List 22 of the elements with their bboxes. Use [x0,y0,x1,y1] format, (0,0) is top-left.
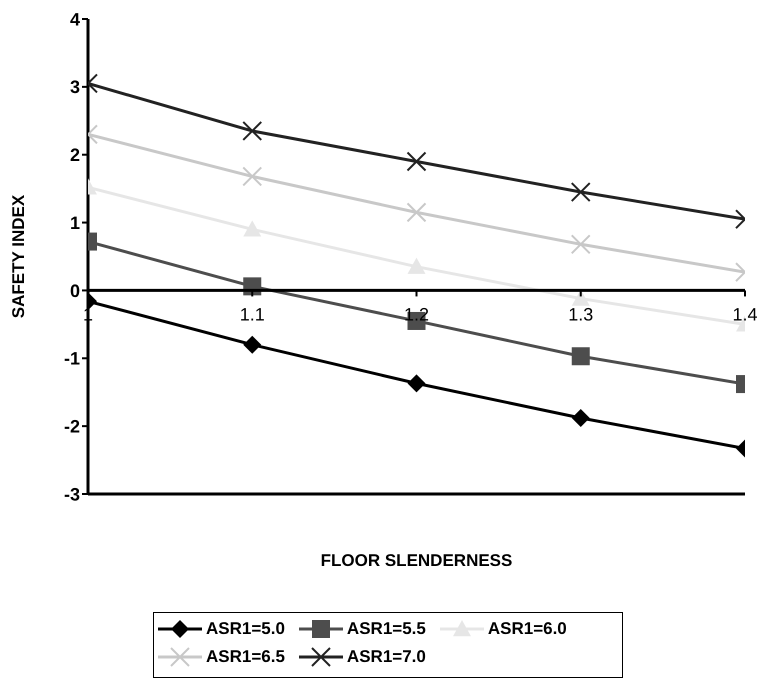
y-axis-title: SAFETY INDEX [9,194,28,318]
legend-label: ASR1=6.0 [488,619,567,639]
point [406,202,426,222]
x-axis-title: FLOOR SLENDERNESS [320,551,512,570]
y-tick-label: -3 [64,484,80,504]
point [408,258,426,274]
point [408,374,426,392]
x-tick-label: 1.4 [732,304,758,324]
legend-label: ASR1=7.0 [346,647,426,667]
y-tick-label: 2 [70,145,80,166]
y-tick-label: -1 [64,348,80,369]
legend-label: ASR1=6.5 [206,647,285,667]
y-tick-label: 0 [70,280,80,301]
legend-label: ASR1=5.5 [346,619,426,639]
y-tick-label: 4 [70,9,80,30]
y-tick-label: 1 [70,212,80,233]
x-tick-label: 1.1 [240,304,265,324]
x-tick-label: 1.3 [568,304,594,324]
y-tick-label: -2 [64,416,80,437]
point [406,152,426,172]
legend-label: ASR1=5.0 [206,619,285,639]
y-tick-label: 3 [70,77,80,98]
